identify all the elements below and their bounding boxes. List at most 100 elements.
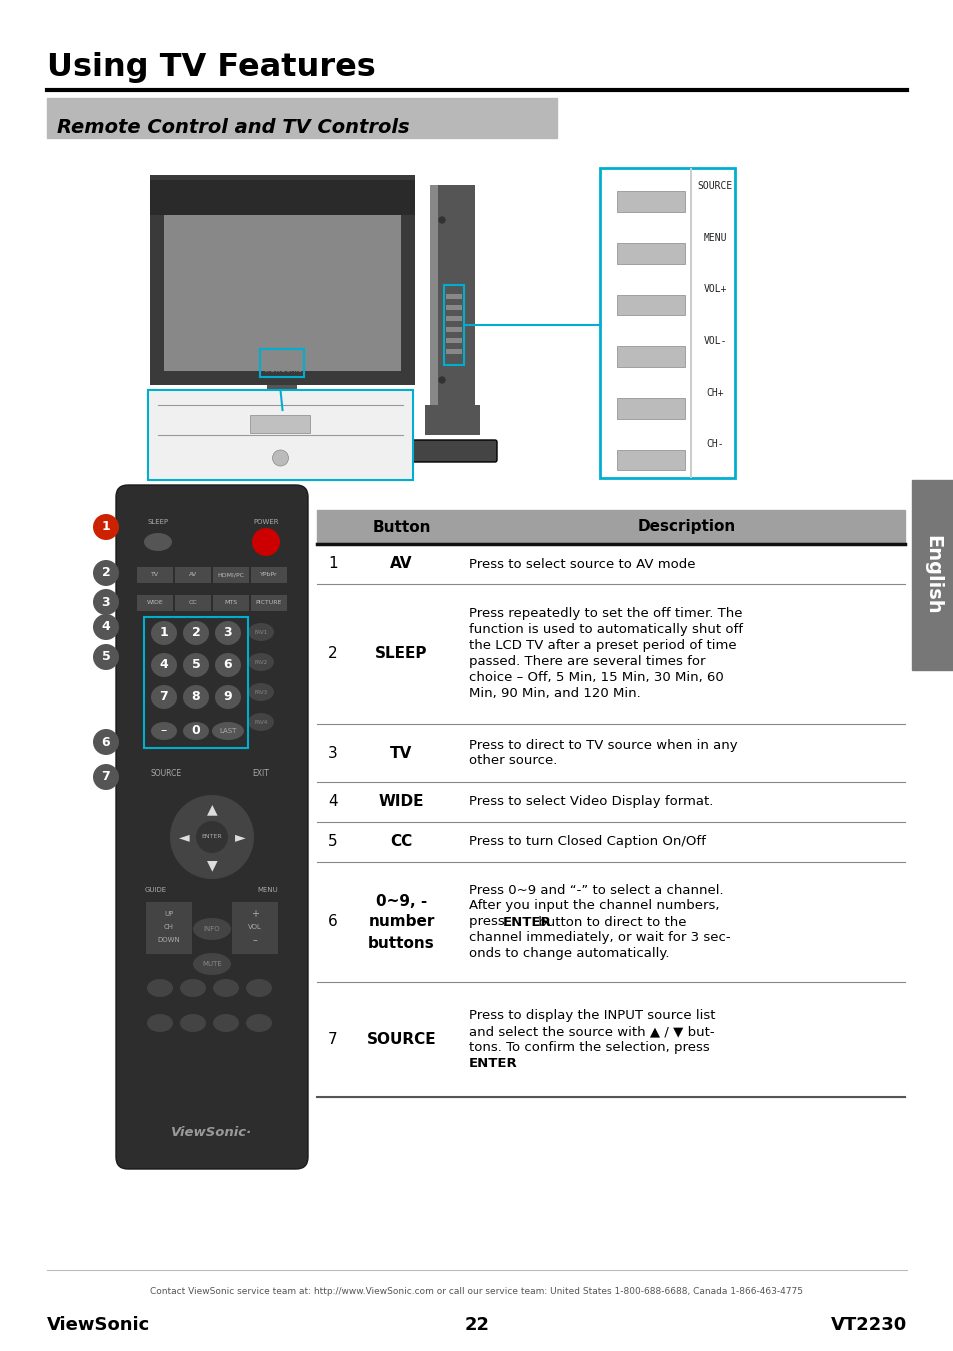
Text: ▼: ▼	[207, 858, 217, 871]
Bar	[174, 567, 211, 584]
Text: ENTER: ENTER	[201, 835, 222, 839]
Text: WIDE: WIDE	[147, 600, 163, 605]
Text: MTS: MTS	[224, 600, 237, 605]
Text: POWER: POWER	[253, 519, 278, 526]
Text: ViewSonic·: ViewSonic·	[172, 1125, 253, 1139]
Text: SOURCE: SOURCE	[697, 181, 732, 190]
Text: Min, 90 Min, and 120 Min.: Min, 90 Min, and 120 Min.	[469, 688, 640, 701]
Text: 3: 3	[328, 746, 337, 761]
Bar	[150, 176, 415, 385]
Ellipse shape	[213, 1015, 239, 1032]
FancyBboxPatch shape	[408, 440, 497, 462]
Ellipse shape	[212, 721, 244, 740]
Text: Using TV Features: Using TV Features	[47, 51, 375, 82]
Bar	[446, 338, 461, 343]
Bar	[617, 295, 684, 315]
Bar	[144, 617, 248, 748]
Text: Description: Description	[638, 520, 736, 535]
Text: MUTE: MUTE	[202, 961, 222, 967]
Circle shape	[92, 613, 119, 640]
Text: 1: 1	[328, 557, 337, 571]
Bar	[911, 480, 953, 670]
Bar	[446, 349, 461, 354]
Bar	[430, 185, 437, 405]
Bar	[213, 567, 249, 584]
Text: the LCD TV after a preset period of time: the LCD TV after a preset period of time	[469, 639, 736, 653]
Ellipse shape	[214, 621, 241, 644]
Text: Remote Control and TV Controls: Remote Control and TV Controls	[57, 118, 409, 136]
FancyBboxPatch shape	[116, 485, 308, 1169]
Circle shape	[438, 377, 444, 382]
Text: TV: TV	[390, 746, 413, 761]
Text: VOL-: VOL-	[702, 336, 726, 346]
Ellipse shape	[193, 952, 231, 975]
Bar	[174, 594, 211, 611]
Circle shape	[195, 821, 228, 852]
Text: PICTURE: PICTURE	[255, 600, 282, 605]
Bar	[446, 295, 461, 299]
Text: FAV1: FAV1	[254, 630, 268, 635]
Text: SOURCE: SOURCE	[366, 1032, 436, 1047]
Text: 2: 2	[102, 566, 111, 580]
Ellipse shape	[193, 917, 231, 940]
Text: WIDE: WIDE	[378, 794, 424, 809]
Text: .: .	[499, 1056, 503, 1070]
Ellipse shape	[248, 653, 274, 671]
Bar	[232, 902, 277, 954]
Text: 4: 4	[159, 658, 168, 671]
Text: FAV4: FAV4	[254, 720, 268, 724]
Text: HDMI/PC: HDMI/PC	[217, 573, 244, 577]
Text: ENTER: ENTER	[469, 1056, 517, 1070]
Circle shape	[92, 765, 119, 790]
Text: 6: 6	[102, 735, 111, 748]
Text: 5: 5	[328, 835, 337, 850]
Circle shape	[273, 450, 288, 466]
Text: +: +	[251, 909, 258, 919]
Text: VOL: VOL	[248, 924, 262, 929]
Circle shape	[92, 730, 119, 755]
Text: CC: CC	[390, 835, 413, 850]
Ellipse shape	[151, 653, 177, 677]
Ellipse shape	[214, 685, 241, 709]
Text: Press to turn Closed Caption On/Off: Press to turn Closed Caption On/Off	[469, 835, 705, 848]
Text: After you input the channel numbers,: After you input the channel numbers,	[469, 900, 719, 912]
Ellipse shape	[248, 713, 274, 731]
Text: CH: CH	[164, 924, 173, 929]
Text: Press repeatedly to set the off timer. The: Press repeatedly to set the off timer. T…	[469, 608, 741, 620]
Ellipse shape	[144, 534, 172, 551]
Bar	[446, 327, 461, 332]
Text: VOL+: VOL+	[702, 285, 726, 295]
Text: 3: 3	[102, 596, 111, 608]
Text: channel immediately, or wait for 3 sec-: channel immediately, or wait for 3 sec-	[469, 931, 730, 944]
Text: Press to direct to TV source when in any: Press to direct to TV source when in any	[469, 739, 737, 751]
Text: and select the source with ▲ / ▼ but-: and select the source with ▲ / ▼ but-	[469, 1025, 714, 1038]
Text: FAV3: FAV3	[254, 689, 268, 694]
Text: SOURCE: SOURCE	[151, 769, 181, 778]
Text: 1: 1	[102, 520, 111, 534]
Text: 1: 1	[159, 627, 168, 639]
Ellipse shape	[246, 979, 272, 997]
Bar	[599, 168, 734, 478]
Text: AV: AV	[189, 573, 197, 577]
Bar	[617, 399, 684, 419]
Text: other source.: other source.	[469, 754, 557, 767]
Text: 6: 6	[328, 915, 337, 929]
Text: DOWN: DOWN	[157, 938, 180, 943]
Text: MENU: MENU	[257, 888, 278, 893]
Text: TV: TV	[151, 573, 159, 577]
Text: Press to select Video Display format.: Press to select Video Display format.	[469, 796, 713, 808]
Text: 5: 5	[192, 658, 200, 671]
Bar	[251, 594, 287, 611]
Circle shape	[92, 589, 119, 615]
Bar	[164, 215, 400, 372]
Ellipse shape	[248, 684, 274, 701]
Text: Contact ViewSonic service team at: http://www.ViewSonic.com or call our service : Contact ViewSonic service team at: http:…	[151, 1288, 802, 1297]
Circle shape	[252, 528, 280, 557]
Text: 3: 3	[223, 627, 233, 639]
Text: VT2230: VT2230	[830, 1316, 906, 1333]
Ellipse shape	[213, 979, 239, 997]
Text: ►: ►	[234, 830, 245, 844]
Text: INFO: INFO	[204, 925, 220, 932]
Circle shape	[92, 644, 119, 670]
Text: choice – Off, 5 Min, 15 Min, 30 Min, 60: choice – Off, 5 Min, 15 Min, 30 Min, 60	[469, 671, 723, 685]
